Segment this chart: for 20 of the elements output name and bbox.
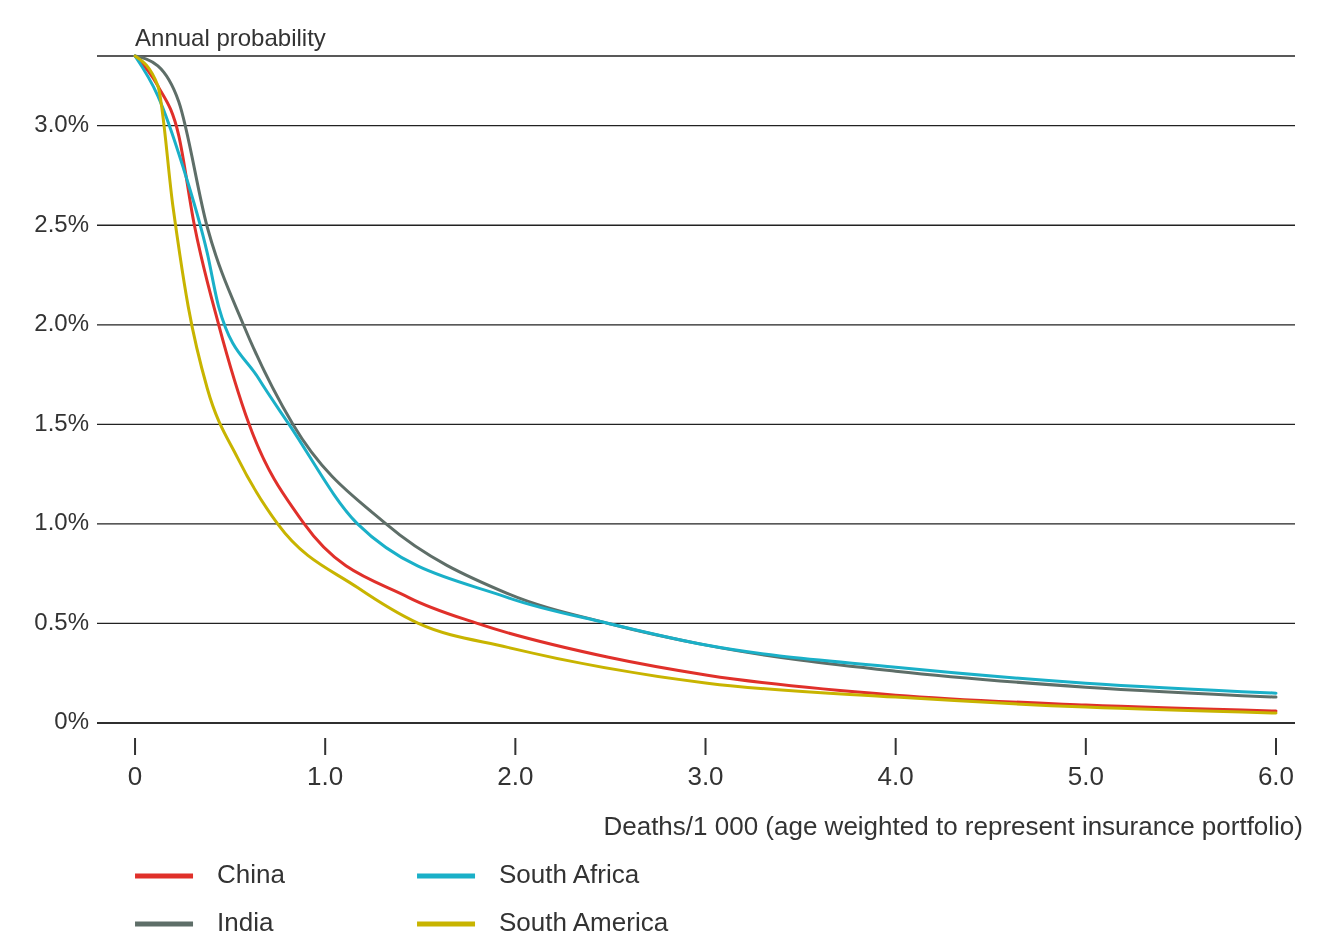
y-axis-title: Annual probability bbox=[135, 24, 326, 51]
y-tick-label: 3.0% bbox=[34, 110, 89, 138]
y-tick-label: 2.5% bbox=[34, 209, 89, 237]
x-tick-label: 6.0 bbox=[1257, 761, 1295, 791]
x-axis-title: Deaths/1 000 (age weighted to represent insurance portfolio) bbox=[603, 811, 1303, 841]
x-tick-label: 3.0 bbox=[687, 761, 724, 791]
x-tick-label: 4.0 bbox=[877, 761, 914, 791]
legend-label: India bbox=[217, 906, 274, 937]
y-tick-label: 2.0% bbox=[34, 309, 89, 337]
x-tick-label: 2.0 bbox=[497, 761, 534, 791]
legend-label: China bbox=[217, 858, 286, 889]
x-tick-label: 1.0 bbox=[307, 761, 344, 791]
x-tick-label: 5.0 bbox=[1067, 761, 1104, 791]
legend-label: South Africa bbox=[499, 858, 640, 889]
legend-label: South America bbox=[499, 906, 669, 937]
y-tick-label: 1.5% bbox=[34, 408, 89, 436]
y-tick-label: 1.0% bbox=[34, 508, 89, 536]
x-tick-label: 0 bbox=[127, 761, 143, 791]
y-tick-label: 0% bbox=[54, 707, 89, 735]
y-tick-label: 0.5% bbox=[34, 607, 89, 635]
